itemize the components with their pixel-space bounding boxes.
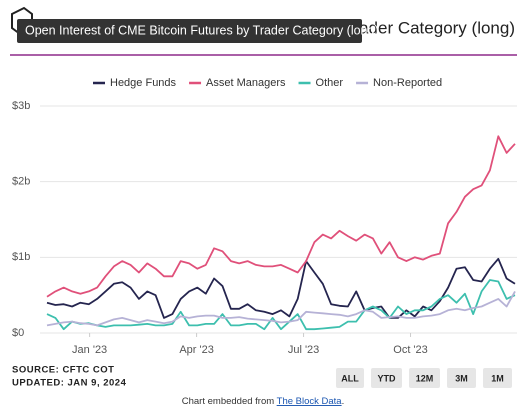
y-tick-label: $0: [12, 327, 24, 339]
y-tick-label: $3b: [12, 100, 30, 112]
series-line: [46, 279, 516, 331]
button-label: 1M: [491, 373, 504, 383]
range-button[interactable]: 1M: [483, 368, 512, 388]
series-line: [46, 290, 516, 327]
tooltip-text: Open Interest of CME Bitcoin Futures by …: [25, 23, 379, 37]
x-tick-label: Oct '23: [393, 344, 428, 356]
button-label: ALL: [341, 373, 359, 383]
footer-prefix: Chart embedded from: [182, 396, 274, 407]
button-bg: [447, 368, 476, 388]
range-button[interactable]: ALL: [336, 368, 364, 388]
range-button[interactable]: 12M: [409, 368, 440, 388]
x-tick-label: Jan '23: [72, 344, 107, 356]
legend-label: Asset Managers: [206, 77, 286, 89]
y-tick-label: $1b: [12, 251, 30, 263]
button-bg: [483, 368, 512, 388]
footer-link[interactable]: The Block Data: [277, 396, 343, 407]
button-label: 12M: [416, 373, 434, 383]
y-tick-label: $2b: [12, 176, 30, 188]
legend-label: Hedge Funds: [110, 77, 177, 89]
legend-label: Non-Reported: [373, 77, 442, 89]
button-bg: [336, 368, 364, 388]
x-tick-label: Apr '23: [179, 344, 214, 356]
footer: Chart embedded from The Block Data.: [182, 396, 344, 407]
range-button[interactable]: YTD: [371, 368, 402, 388]
legend-label: Other: [316, 77, 344, 89]
x-tick-label: Jul '23: [288, 344, 319, 356]
range-button[interactable]: 3M: [447, 368, 476, 388]
tooltip: [17, 19, 362, 43]
footer-suffix: .: [342, 396, 345, 407]
series-line: [46, 135, 516, 298]
button-bg: [371, 368, 402, 388]
series-line: [46, 257, 516, 319]
button-label: YTD: [378, 373, 397, 383]
source: SOURCE: CFTC COT: [12, 365, 114, 376]
updated: UPDATED: JAN 9, 2024: [12, 378, 127, 389]
button-bg: [409, 368, 440, 388]
button-label: 3M: [455, 373, 468, 383]
